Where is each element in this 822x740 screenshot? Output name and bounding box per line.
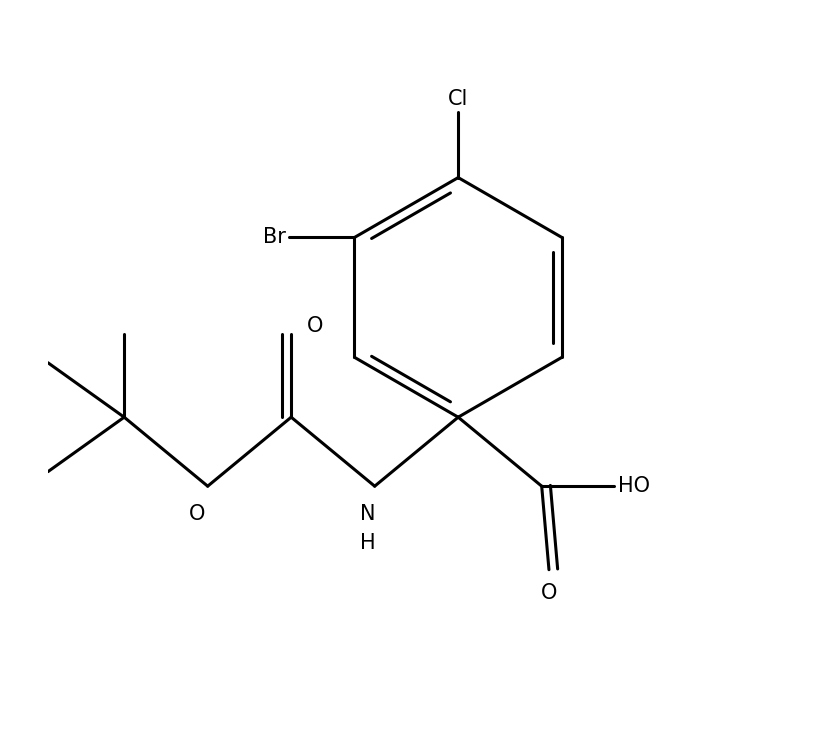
Text: H: H <box>359 534 376 554</box>
Text: Cl: Cl <box>448 89 469 109</box>
Text: O: O <box>307 317 324 337</box>
Text: N: N <box>360 505 375 525</box>
Text: Br: Br <box>262 227 285 247</box>
Text: O: O <box>188 505 205 525</box>
Text: HO: HO <box>618 476 650 497</box>
Text: O: O <box>541 583 557 603</box>
